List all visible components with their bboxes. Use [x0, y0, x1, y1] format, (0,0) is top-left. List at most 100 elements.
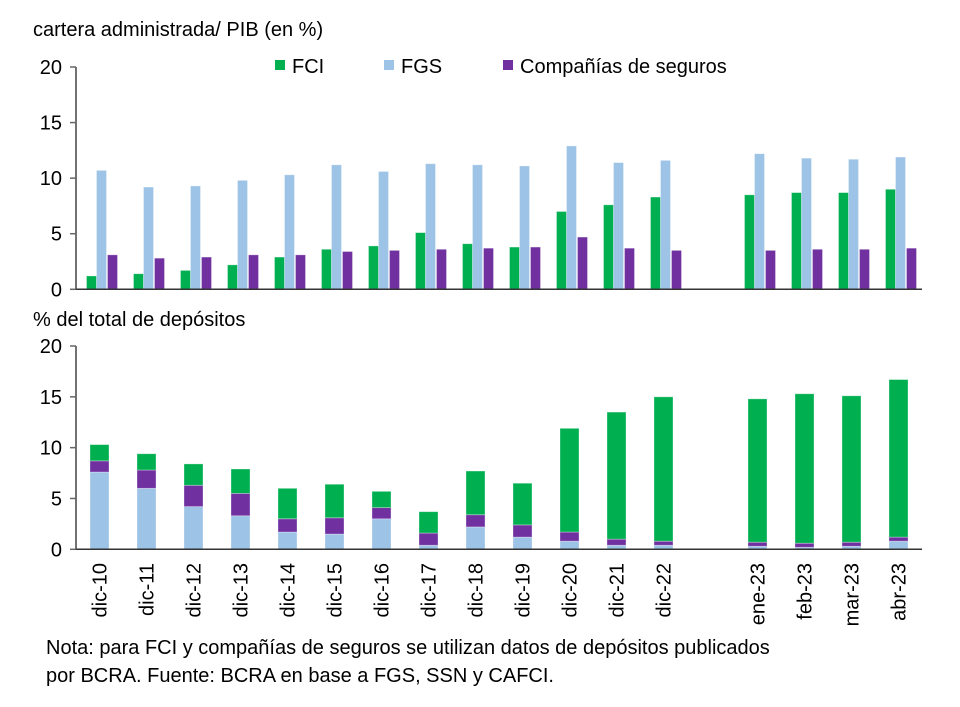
stacked-bar-fci-dic-11	[136, 453, 157, 471]
stacked-bar-fci-dic-14	[277, 487, 298, 520]
stacked-bar-fgs-dic-20	[559, 540, 580, 550]
bar-fgs-dic-14	[284, 174, 295, 290]
x-tick-label: mar-23	[842, 563, 864, 626]
x-tick-label: dic-20	[560, 563, 582, 617]
stacked-bar-compañías-de-seguros-dic-11	[136, 469, 157, 489]
stacked-bar-fci-ene-23	[747, 398, 768, 543]
bar-fgs-dic-18	[472, 164, 483, 290]
bar-compañías-de-seguros-dic-13	[248, 254, 259, 290]
legend-swatch-2	[503, 60, 513, 70]
bar-compañías-de-seguros-dic-18	[483, 247, 494, 290]
x-tick-label: dic-16	[372, 563, 394, 617]
legend-label-2: Compañías de seguros	[520, 56, 727, 78]
bar-fgs-abr-23	[895, 156, 906, 290]
bar-fgs-dic-10	[96, 169, 107, 290]
bar-compañías-de-seguros-dic-21	[624, 247, 635, 290]
bar-fgs-dic-13	[237, 179, 248, 290]
x-tick-label: dic-22	[654, 563, 676, 617]
stacked-bar-compañías-de-seguros-mar-23	[841, 541, 862, 547]
stacked-bar-compañías-de-seguros-dic-21	[606, 538, 627, 546]
bar-fci-dic-11	[133, 273, 144, 290]
stacked-bar-fgs-dic-14	[277, 531, 298, 550]
legend-swatch-1	[384, 60, 394, 70]
bar-compañías-de-seguros-dic-10	[107, 254, 118, 290]
stacked-bar-fgs-dic-11	[136, 487, 157, 550]
y-tick-label: 5	[51, 224, 62, 246]
bar-fgs-dic-20	[566, 145, 577, 290]
bar-fgs-dic-15	[331, 164, 342, 290]
x-tick-label: dic-13	[231, 563, 253, 617]
bar-fci-abr-23	[885, 188, 896, 290]
panel-title-2: % del total de depósitos	[33, 309, 245, 331]
stacked-bar-compañías-de-seguros-dic-19	[512, 524, 533, 538]
bar-fgs-dic-12	[190, 185, 201, 290]
x-tick-label: dic-11	[137, 563, 159, 616]
bar-compañías-de-seguros-dic-14	[295, 254, 306, 290]
stacked-bar-fgs-dic-13	[230, 515, 251, 550]
bar-fci-dic-16	[368, 245, 379, 290]
y-tick-label: 5	[51, 488, 62, 510]
stacked-bar-fci-dic-16	[371, 490, 392, 509]
stacked-bar-fci-dic-15	[324, 483, 345, 519]
y-tick-label: 15	[40, 387, 62, 409]
bar-fgs-dic-17	[425, 163, 436, 290]
bar-fgs-dic-16	[378, 171, 389, 290]
x-tick-label: dic-18	[466, 563, 488, 617]
bar-fci-dic-13	[227, 264, 238, 290]
bar-compañías-de-seguros-dic-19	[530, 246, 541, 290]
bar-fci-dic-21	[603, 204, 614, 290]
stacked-bar-fci-abr-23	[888, 379, 909, 538]
stacked-bar-compañías-de-seguros-abr-23	[888, 536, 909, 542]
stacked-bar-compañías-de-seguros-dic-20	[559, 531, 580, 542]
stacked-bar-fci-dic-18	[465, 470, 486, 516]
stacked-bar-fgs-abr-23	[888, 540, 909, 550]
x-tick-label: abr-23	[889, 563, 911, 621]
stacked-bar-fgs-dic-12	[183, 506, 204, 550]
bar-fci-dic-22	[650, 196, 661, 290]
stacked-bar-compañías-de-seguros-dic-18	[465, 514, 486, 528]
y-tick-label: 0	[51, 539, 62, 561]
legend-label-1: FGS	[401, 56, 442, 78]
stacked-bar-fgs-dic-16	[371, 518, 392, 550]
stacked-bar-fci-feb-23	[794, 393, 815, 544]
bar-compañías-de-seguros-dic-11	[154, 257, 165, 290]
stacked-bar-fci-dic-19	[512, 482, 533, 526]
bar-compañías-de-seguros-dic-16	[389, 249, 400, 290]
y-tick-label: 20	[40, 57, 62, 79]
bar-compañías-de-seguros-mar-23	[859, 248, 870, 290]
stacked-bar-compañías-de-seguros-dic-17	[418, 532, 439, 546]
bar-fgs-ene-23	[754, 153, 765, 290]
stacked-bar-fci-dic-12	[183, 463, 204, 486]
stacked-bar-fci-dic-20	[559, 427, 580, 533]
stacked-bar-fgs-dic-10	[89, 471, 110, 550]
bar-fgs-feb-23	[801, 157, 812, 290]
stacked-bar-fgs-dic-18	[465, 526, 486, 550]
stacked-bar-compañías-de-seguros-dic-22	[653, 540, 674, 546]
stacked-bar-fci-mar-23	[841, 395, 862, 543]
bar-compañías-de-seguros-dic-15	[342, 251, 353, 290]
stacked-bar-fci-dic-10	[89, 444, 110, 462]
bar-fci-dic-15	[321, 248, 332, 290]
x-tick-label: dic-15	[325, 563, 347, 617]
bar-fci-ene-23	[744, 194, 755, 290]
bar-fci-dic-14	[274, 256, 285, 290]
x-tick-label: dic-21	[607, 563, 629, 617]
stacked-bar-compañías-de-seguros-dic-13	[230, 492, 251, 517]
bar-compañías-de-seguros-dic-22	[671, 249, 682, 290]
bar-compañías-de-seguros-dic-12	[201, 256, 212, 290]
footnote-line-2: por BCRA. Fuente: BCRA en base a FGS, SS…	[46, 665, 554, 687]
y-tick-label: 0	[51, 279, 62, 301]
bar-fgs-dic-19	[519, 165, 530, 290]
footnote-line-1: Nota: para FCI y compañías de seguros se…	[46, 637, 770, 659]
bar-fgs-dic-11	[143, 186, 154, 290]
x-tick-label: ene-23	[748, 563, 770, 625]
stacked-bar-fci-dic-21	[606, 411, 627, 540]
x-tick-label: dic-10	[90, 563, 112, 617]
stacked-bar-compañías-de-seguros-dic-15	[324, 517, 345, 535]
panel-title-1: cartera administrada/ PIB (en %)	[33, 19, 323, 41]
y-tick-label: 15	[40, 113, 62, 135]
bar-fgs-dic-22	[660, 159, 671, 290]
bar-fgs-dic-21	[613, 162, 624, 290]
stacked-bar-fgs-dic-15	[324, 533, 345, 550]
